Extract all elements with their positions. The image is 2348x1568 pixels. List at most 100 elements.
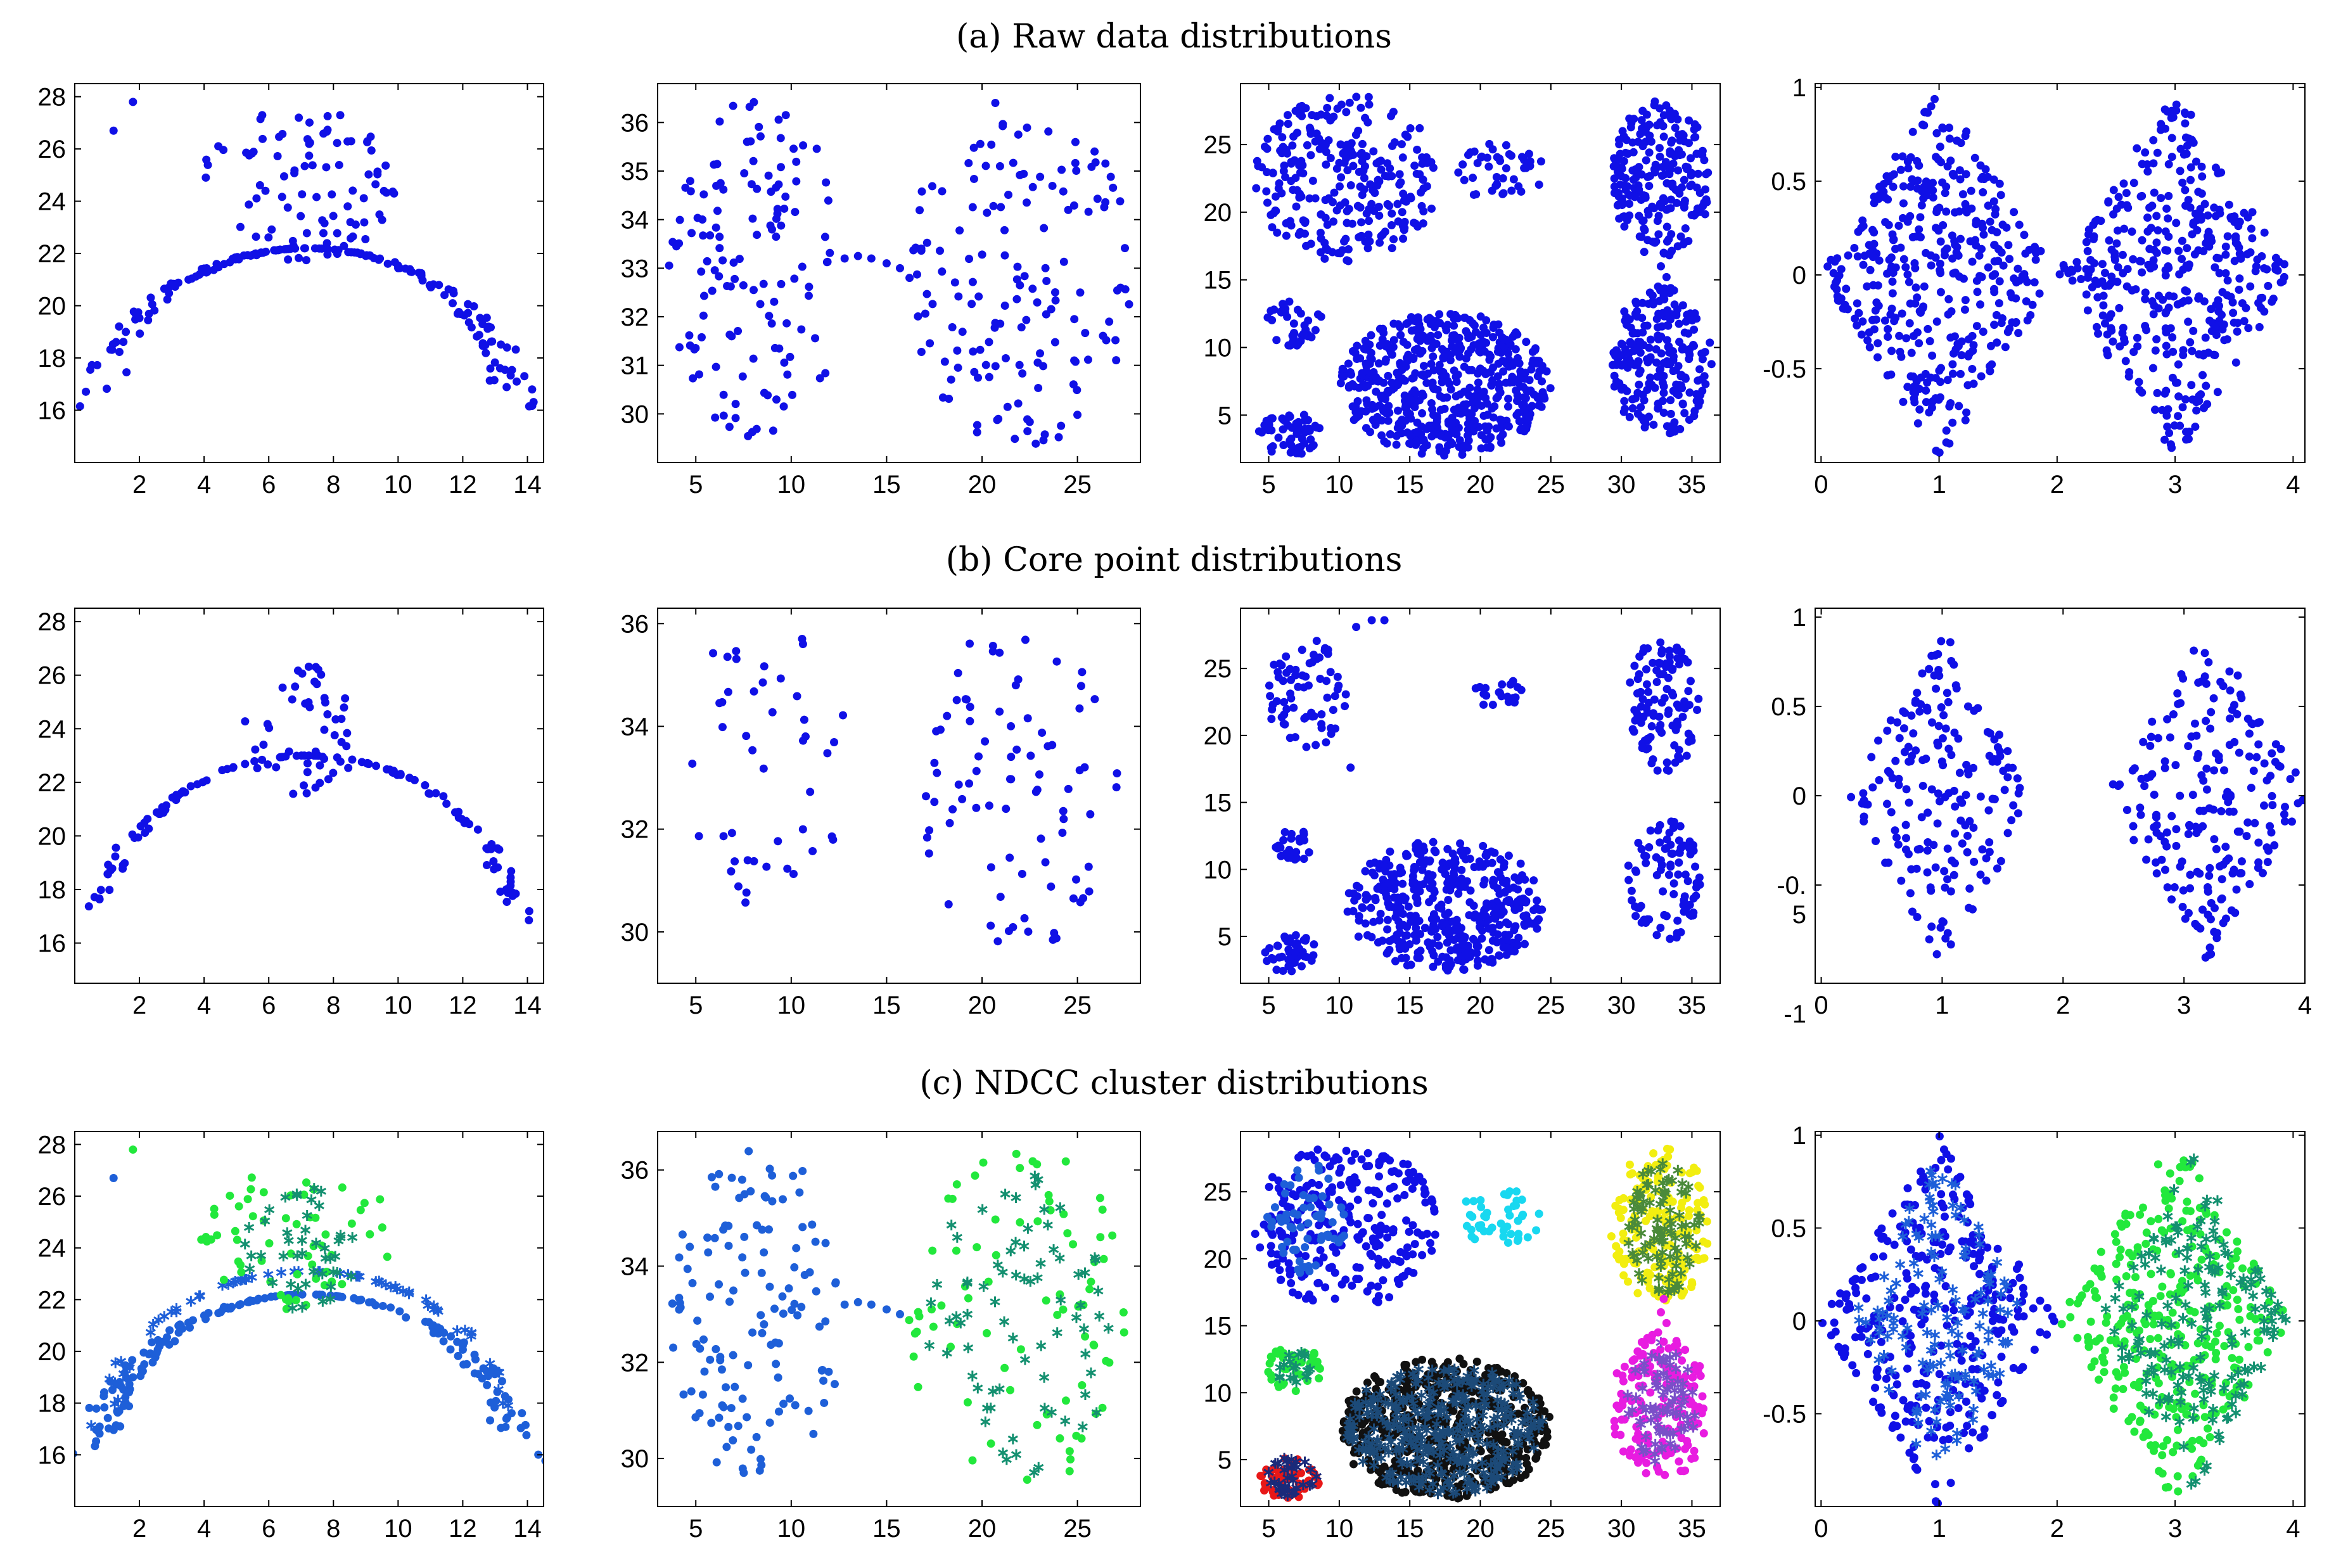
data-point bbox=[506, 881, 515, 890]
data-point bbox=[723, 281, 732, 290]
data-point bbox=[1341, 702, 1349, 711]
data-point bbox=[1408, 374, 1417, 383]
data-point bbox=[1419, 207, 1428, 215]
data-point bbox=[793, 692, 801, 701]
data-point bbox=[2242, 832, 2251, 841]
data-point bbox=[2119, 179, 2128, 188]
x-tick-label: 14 bbox=[513, 471, 542, 499]
data-point bbox=[1894, 774, 1903, 783]
data-point bbox=[1302, 743, 1311, 751]
data-point bbox=[2165, 291, 2174, 300]
data-point bbox=[1969, 341, 1978, 350]
data-point bbox=[1343, 207, 1351, 215]
data-point bbox=[1701, 185, 1710, 194]
data-point bbox=[1637, 902, 1645, 910]
data-point bbox=[1449, 869, 1458, 877]
data-point bbox=[1889, 235, 1898, 244]
data-point bbox=[304, 698, 313, 706]
data-point bbox=[1975, 272, 1984, 281]
data-point bbox=[1675, 319, 1683, 328]
data-point bbox=[1442, 885, 1451, 894]
data-point bbox=[264, 760, 272, 769]
data-point bbox=[1011, 435, 1019, 443]
data-point bbox=[456, 310, 465, 319]
data-point bbox=[1685, 910, 1694, 919]
data-point bbox=[1514, 941, 1522, 950]
data-point bbox=[2160, 865, 2169, 874]
data-point bbox=[1356, 203, 1365, 212]
data-point bbox=[987, 140, 996, 149]
data-point bbox=[2181, 119, 2190, 128]
data-point bbox=[163, 1333, 172, 1342]
data-point bbox=[1054, 433, 1063, 442]
data-point bbox=[2276, 744, 2285, 753]
data-point bbox=[1832, 285, 1841, 294]
y-tick-label: 22 bbox=[38, 769, 67, 797]
data-point bbox=[1638, 744, 1647, 753]
data-point bbox=[954, 363, 962, 372]
data-point bbox=[1614, 155, 1623, 163]
data-point bbox=[286, 1278, 297, 1290]
data-point bbox=[1645, 131, 1654, 140]
data-point bbox=[1375, 211, 1384, 220]
x-tick-label: 5 bbox=[1261, 471, 1275, 499]
data-point bbox=[323, 250, 332, 259]
data-point bbox=[2262, 776, 2271, 785]
data-point bbox=[1872, 837, 1880, 846]
data-point bbox=[715, 244, 724, 253]
data-point bbox=[1504, 422, 1513, 431]
data-point bbox=[1393, 406, 1402, 415]
data-point bbox=[281, 1214, 290, 1223]
data-point bbox=[146, 293, 155, 302]
data-point bbox=[1676, 844, 1685, 853]
data-point bbox=[917, 187, 926, 196]
data-point bbox=[2163, 883, 2172, 892]
data-point bbox=[1384, 172, 1393, 181]
data-point bbox=[1934, 789, 1943, 798]
data-point bbox=[2214, 756, 2223, 765]
data-point bbox=[2217, 875, 2226, 884]
data-point bbox=[1510, 926, 1519, 934]
data-point bbox=[882, 259, 891, 268]
data-point bbox=[251, 745, 260, 754]
data-point bbox=[1681, 870, 1690, 879]
data-point bbox=[1071, 158, 1080, 167]
data-point bbox=[2212, 322, 2221, 331]
data-point bbox=[2202, 785, 2211, 794]
data-point bbox=[2162, 350, 2171, 359]
data-point bbox=[1881, 193, 1890, 202]
data-point bbox=[82, 387, 91, 396]
data-point bbox=[1495, 951, 1504, 960]
data-point bbox=[1985, 838, 1994, 846]
data-point bbox=[518, 1409, 526, 1418]
data-point bbox=[1023, 198, 1031, 207]
data-point bbox=[2143, 167, 2152, 176]
y-tick-label: 28 bbox=[38, 1131, 67, 1159]
data-point bbox=[1962, 791, 1970, 800]
x-tick-label: 12 bbox=[449, 991, 477, 1019]
data-point bbox=[1908, 233, 1917, 241]
data-point bbox=[1905, 277, 1913, 286]
data-point bbox=[1664, 870, 1673, 879]
data-point bbox=[1492, 172, 1501, 181]
data-point bbox=[1380, 616, 1389, 625]
data-point bbox=[1374, 175, 1382, 184]
data-point bbox=[715, 233, 724, 241]
data-point bbox=[1473, 956, 1482, 965]
data-point bbox=[363, 758, 372, 767]
data-point bbox=[1645, 181, 1654, 190]
points-layer bbox=[1252, 92, 1716, 460]
data-point bbox=[497, 340, 506, 349]
data-point bbox=[1916, 233, 1925, 241]
data-point bbox=[2168, 333, 2177, 342]
data-point bbox=[186, 1296, 196, 1307]
data-point bbox=[1906, 299, 1915, 308]
data-point bbox=[2072, 258, 2081, 267]
data-point bbox=[1014, 399, 1023, 408]
data-point bbox=[926, 339, 935, 348]
data-point bbox=[1514, 876, 1523, 885]
data-point bbox=[1672, 198, 1681, 207]
data-point bbox=[1875, 256, 1884, 265]
data-point bbox=[1516, 369, 1525, 378]
data-point bbox=[1022, 316, 1031, 324]
